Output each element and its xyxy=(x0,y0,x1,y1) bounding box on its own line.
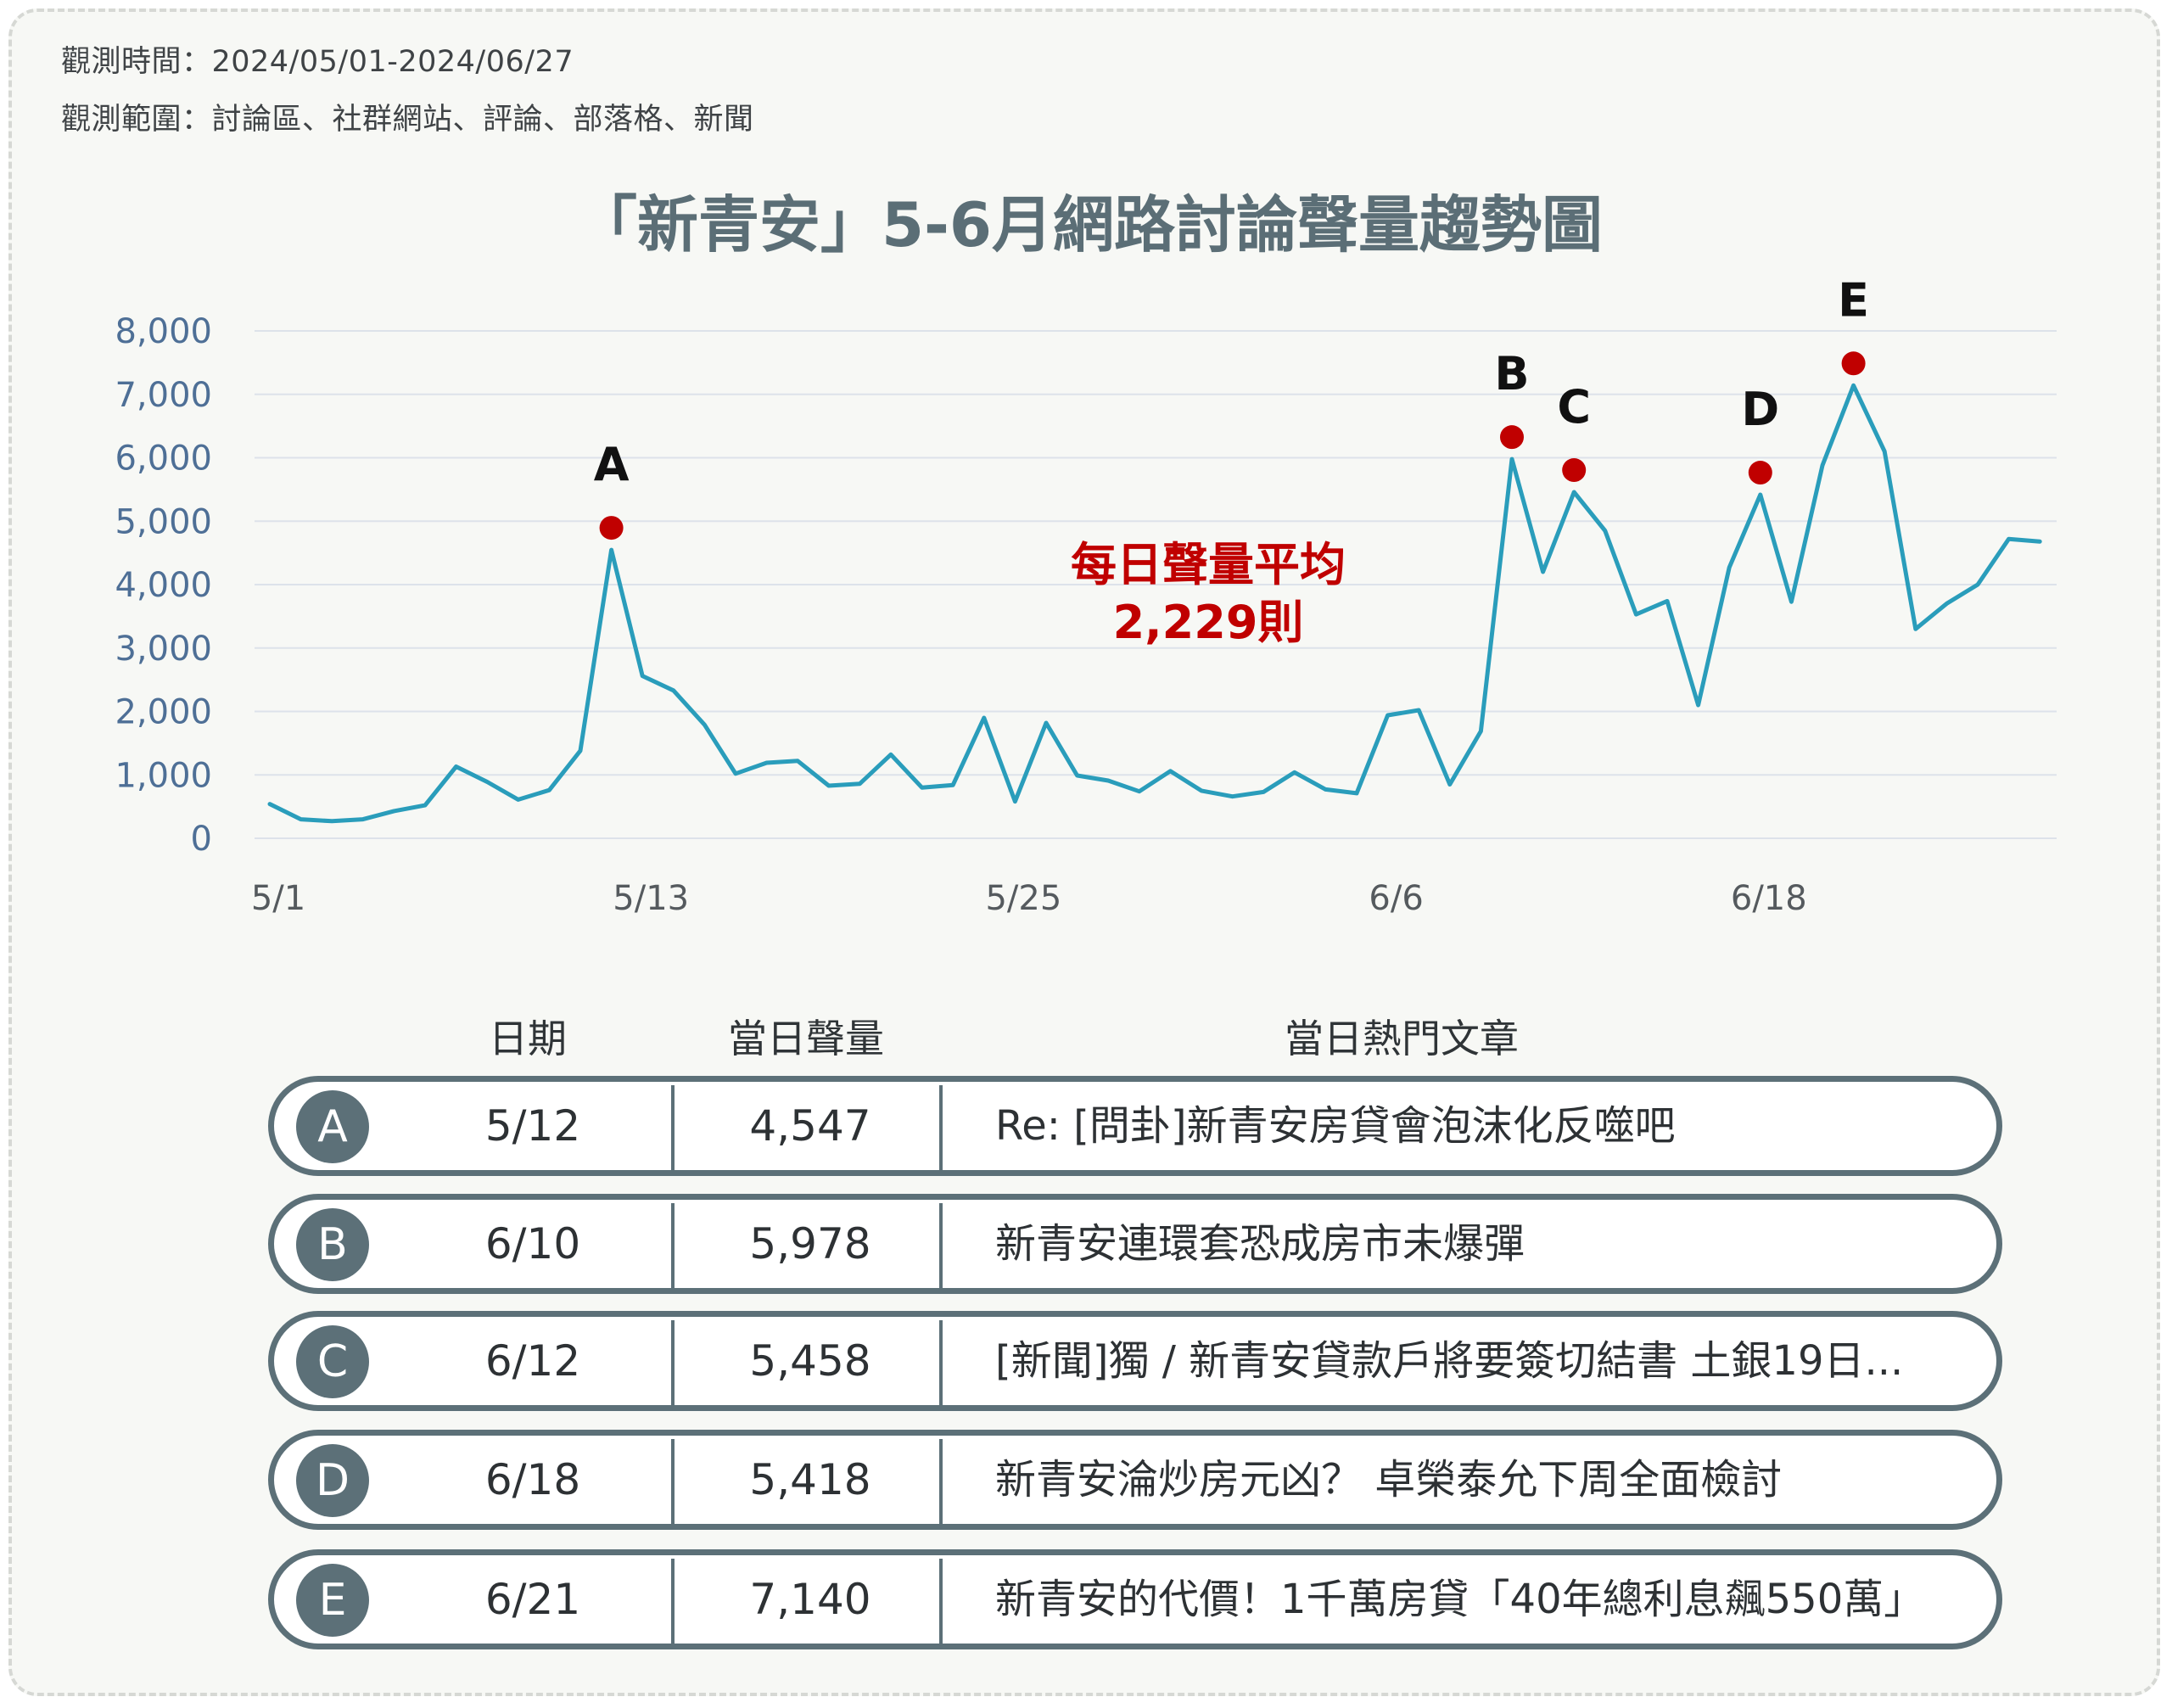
table-row: E 6/21 7,140 新青安的代價！1千萬房貸「40年總利息飆550萬」 xyxy=(268,1549,2002,1649)
row-divider xyxy=(939,1085,943,1170)
row-divider xyxy=(671,1559,675,1644)
row-badge: B xyxy=(296,1208,369,1281)
row-volume: 5,978 xyxy=(749,1219,871,1268)
row-divider xyxy=(939,1439,943,1524)
table-row: B 6/10 5,978 新青安連環套恐成房市未爆彈 xyxy=(268,1194,2002,1294)
row-article-title: 新青安淪炒房元凶？ 卓榮泰允下周全面檢討 xyxy=(995,1456,1783,1504)
row-divider xyxy=(939,1203,943,1288)
observation-scope: 觀測範圍：討論區、社群網站、評論、部落格、新聞 xyxy=(61,103,754,137)
row-article-title: [新聞]獨 / 新青安貸款戶將要簽切結書 土銀19日... xyxy=(995,1337,1904,1385)
header-top-article: 當日熱門文章 xyxy=(1285,1016,1519,1061)
peak-marker-d xyxy=(1748,461,1772,485)
row-article-title: 新青安的代價！1千萬房貸「40年總利息飆550萬」 xyxy=(995,1576,1925,1623)
series-line xyxy=(267,383,2042,824)
peak-label-e: E xyxy=(1838,273,1869,327)
row-divider xyxy=(939,1320,943,1405)
peak-label-a: A xyxy=(594,438,630,491)
row-badge: E xyxy=(296,1564,369,1637)
series-line-path xyxy=(267,383,2042,824)
row-divider xyxy=(939,1559,943,1644)
average-annotation-line2: 2,229則 xyxy=(1113,596,1304,649)
row-volume: 4,547 xyxy=(749,1101,871,1151)
row-volume: 5,418 xyxy=(749,1455,871,1504)
y-axis-ticks: 0 1,000 2,000 3,000 4,000 5,000 6,000 7,000 8,00… xyxy=(115,312,212,859)
peak-marker-a xyxy=(599,516,624,540)
header-volume: 當日聲量 xyxy=(728,1016,884,1061)
row-divider xyxy=(671,1439,675,1524)
y-tick-label: 0 xyxy=(191,820,212,859)
x-axis-ticks: 5/1 5/13 5/25 6/6 6/18 xyxy=(251,879,1807,918)
peak-label-d: D xyxy=(1741,383,1779,436)
row-divider xyxy=(671,1203,675,1288)
row-date: 5/12 xyxy=(484,1101,581,1151)
x-tick-label: 5/13 xyxy=(613,879,689,918)
chart-title: 「新青安」5-6月網路討論聲量趨勢圖 xyxy=(576,189,1603,260)
line-chart: 「新青安」5-6月網路討論聲量趨勢圖 0 1,000 2,000 3,000 4,000… xyxy=(115,189,2057,918)
x-tick-label: 6/6 xyxy=(1369,879,1423,918)
table-row: C 6/12 5,458 [新聞]獨 / 新青安貸款戶將要簽切結書 土銀19日.… xyxy=(268,1311,2002,1411)
peak-label-c: C xyxy=(1557,380,1591,434)
y-tick-label: 5,000 xyxy=(115,502,212,541)
chart-gridlines xyxy=(255,330,2057,839)
x-tick-label: 6/18 xyxy=(1731,879,1807,918)
y-tick-label: 3,000 xyxy=(115,630,212,669)
table-row: A 5/12 4,547 Re: [問卦]新青安房貸會泡沫化反噬吧 xyxy=(268,1076,2002,1176)
row-article-title: Re: [問卦]新青安房貸會泡沫化反噬吧 xyxy=(995,1102,1676,1150)
row-badge: A xyxy=(296,1090,369,1163)
row-date: 6/12 xyxy=(484,1336,581,1386)
row-date: 6/10 xyxy=(484,1219,581,1268)
y-tick-label: 2,000 xyxy=(115,693,212,732)
peak-marker-b xyxy=(1500,425,1524,450)
row-article-title: 新青安連環套恐成房市未爆彈 xyxy=(995,1220,1525,1268)
x-tick-label: 5/25 xyxy=(985,879,1061,918)
y-tick-label: 7,000 xyxy=(115,376,212,415)
row-volume: 7,140 xyxy=(749,1575,871,1624)
header-date: 日期 xyxy=(489,1016,567,1061)
x-tick-label: 5/1 xyxy=(251,879,305,918)
average-annotation-line1: 每日聲量平均 xyxy=(1071,538,1346,591)
observation-period: 觀測時間：2024/05/01-2024/06/27 xyxy=(61,45,574,79)
infographic-card xyxy=(8,8,2160,1696)
table-row: D 6/18 5,418 新青安淪炒房元凶？ 卓榮泰允下周全面檢討 xyxy=(268,1430,2002,1530)
peak-markers: A BC D E xyxy=(594,273,1869,540)
row-volume: 5,458 xyxy=(749,1336,871,1386)
row-divider xyxy=(671,1320,675,1405)
peak-marker-c xyxy=(1562,458,1587,483)
y-tick-label: 8,000 xyxy=(115,312,212,351)
y-tick-label: 4,000 xyxy=(115,566,212,605)
y-tick-label: 1,000 xyxy=(115,756,212,795)
peak-marker-e xyxy=(1841,351,1866,376)
peak-label-b: B xyxy=(1494,347,1529,400)
y-tick-label: 6,000 xyxy=(115,440,212,479)
row-divider xyxy=(671,1085,675,1170)
row-date: 6/21 xyxy=(484,1575,581,1624)
row-badge: D xyxy=(296,1444,369,1517)
row-date: 6/18 xyxy=(484,1455,581,1504)
row-badge: C xyxy=(296,1325,369,1398)
